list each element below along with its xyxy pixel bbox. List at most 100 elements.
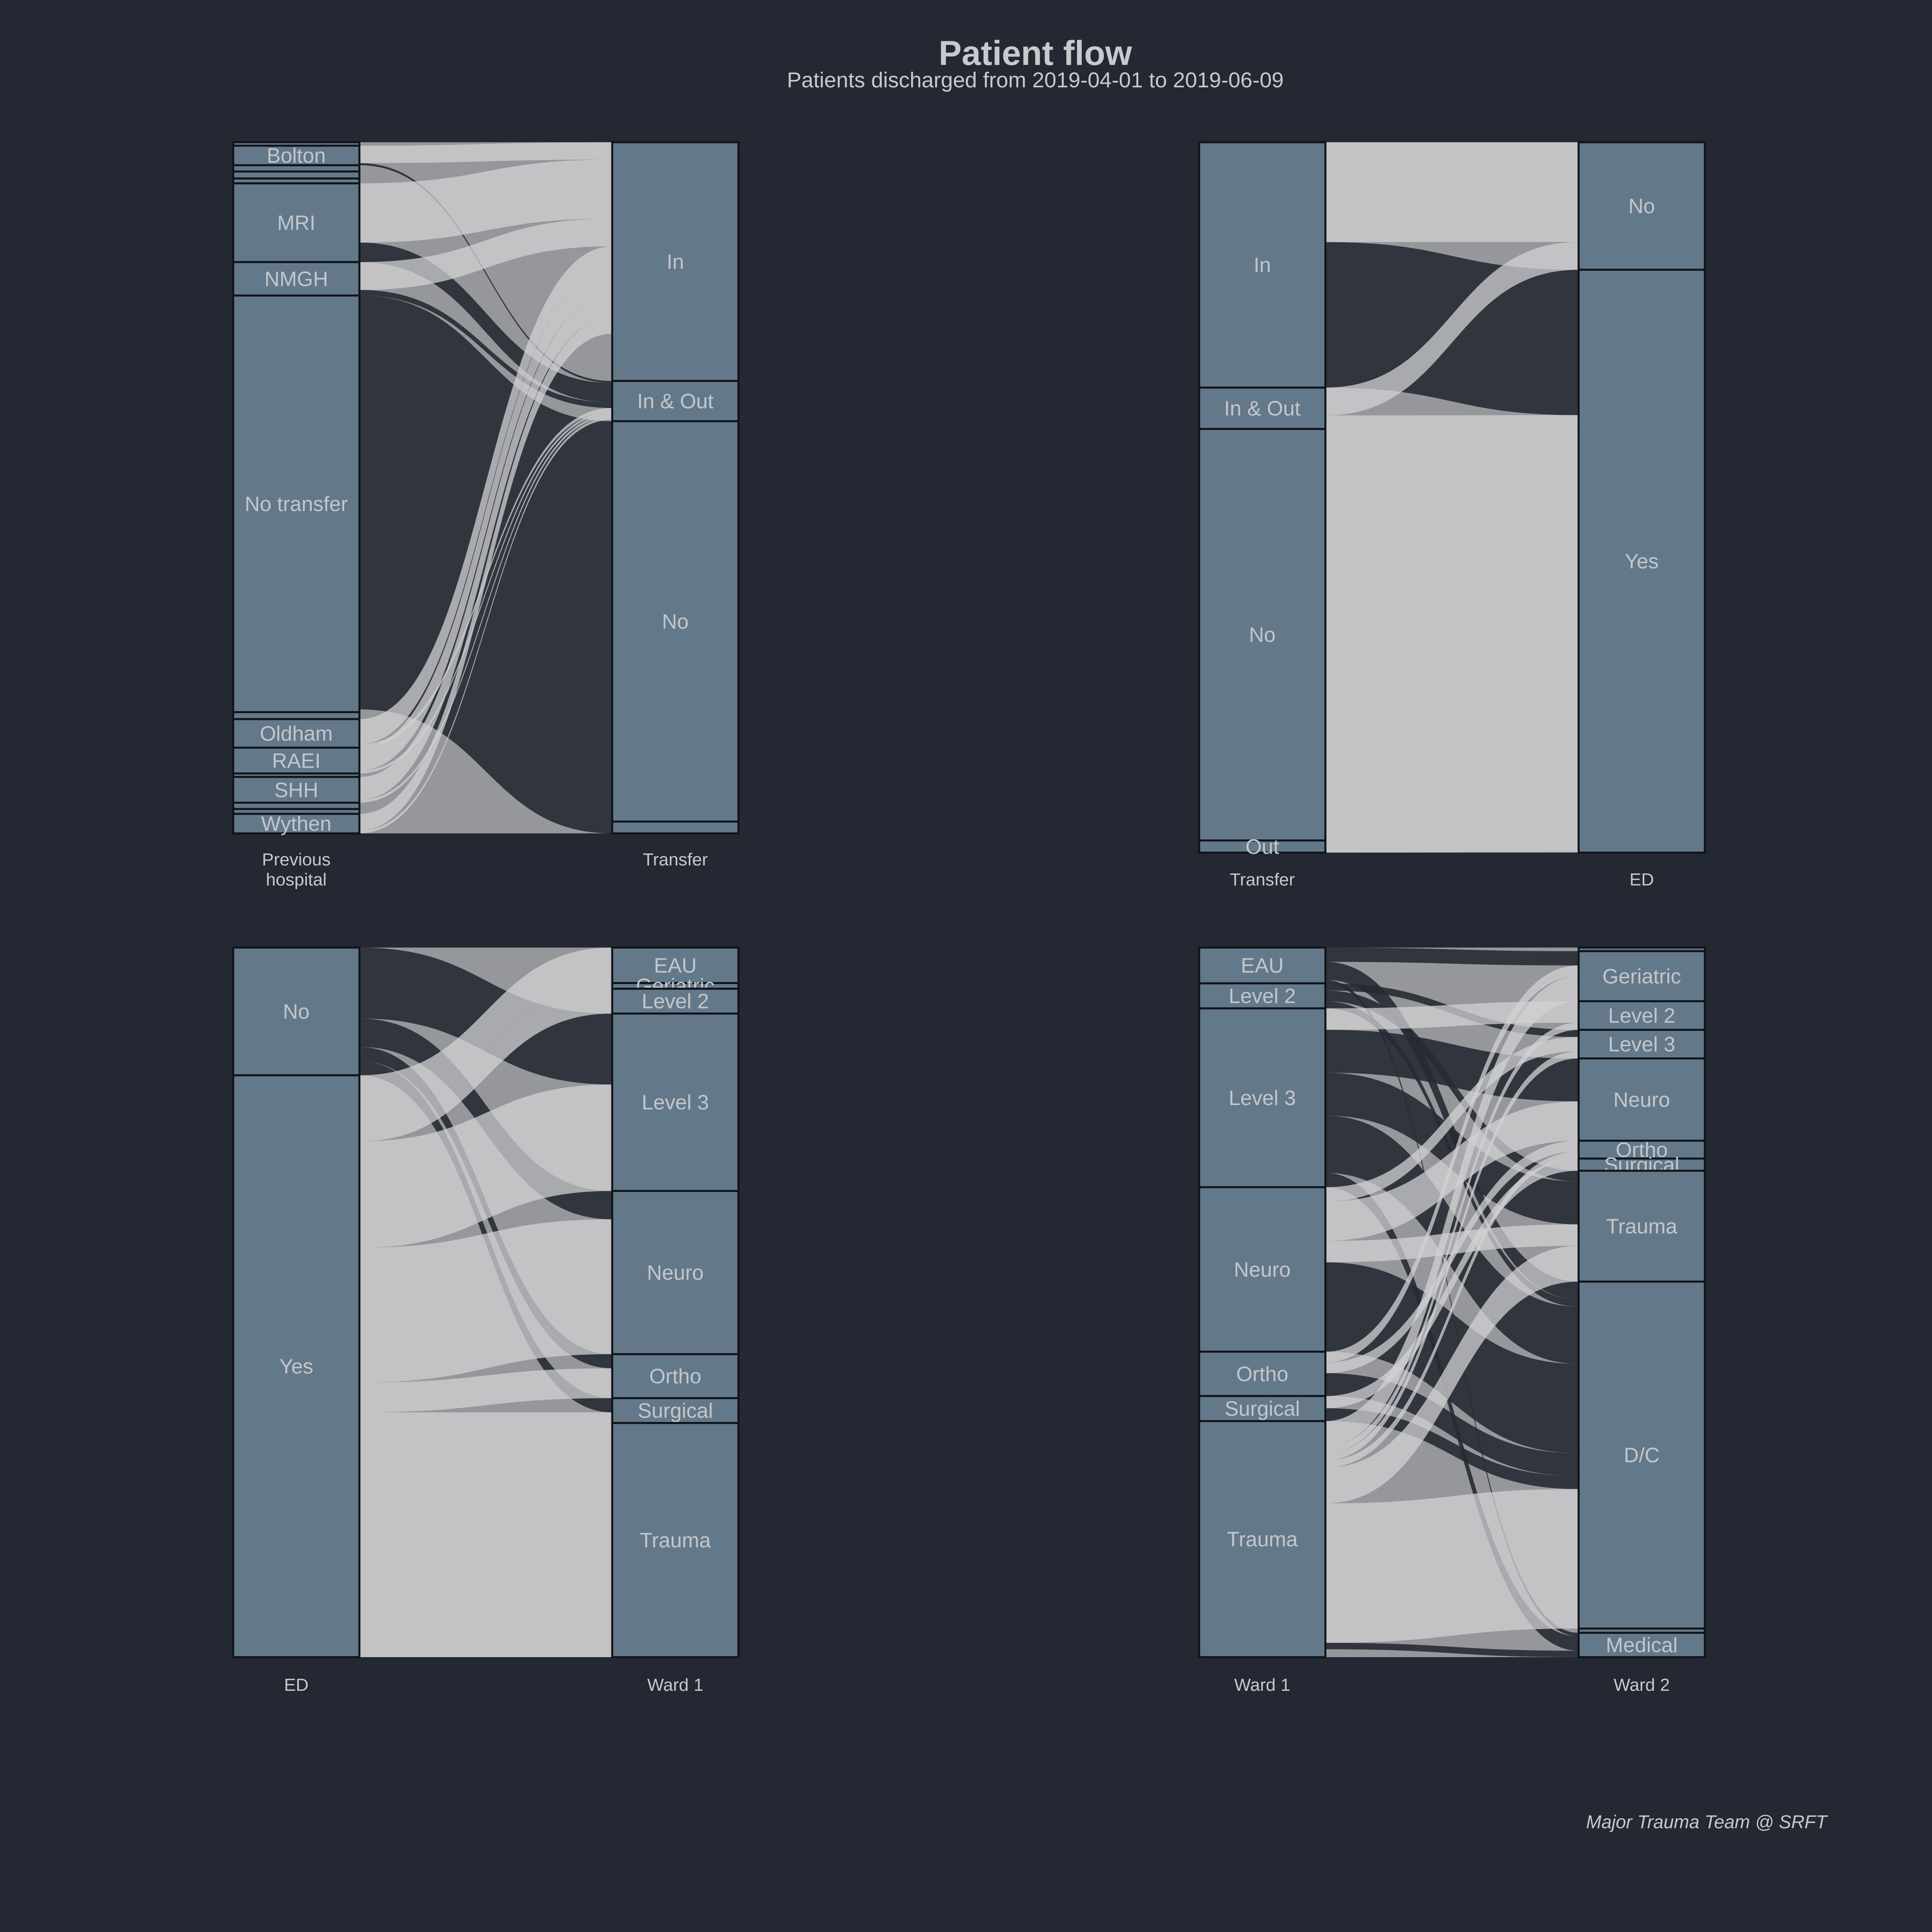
node-trauma: [611, 1422, 740, 1658]
node-label-raei: RAEI: [272, 749, 321, 772]
node-surgical: [1577, 1158, 1706, 1172]
node-unlabelled: [232, 711, 361, 720]
node-level-3: [611, 1012, 740, 1192]
left-nodes: In In & Out No Out: [1198, 141, 1327, 859]
node-label-trauma: Trauma: [1227, 1528, 1298, 1551]
flow-surgical-to-surgical: [1325, 1158, 1579, 1408]
node-label-neuro: Neuro: [1613, 1088, 1670, 1111]
flow-ortho-to-geriatric: [1325, 965, 1579, 1363]
node-label-surgical: Surgical: [638, 1400, 713, 1423]
node-in-out: [1198, 386, 1327, 430]
flow-trauma-to-d-c: [1325, 1489, 1579, 1643]
flow-trauma-to-geriatric: [1325, 976, 1579, 1446]
alluvial-panel-2: In In & Out No Out No Yes Transfer ED: [1198, 141, 1706, 889]
flow-raei-to-in: [359, 271, 612, 771]
flow-neuro-to-neuro: [1325, 1101, 1579, 1241]
node-label-in-out: In & Out: [637, 390, 714, 413]
node-no: [611, 420, 740, 823]
axis-label-transfer: Transfer: [643, 850, 708, 869]
flow-bolton-to-in: [359, 142, 612, 163]
left-nodes: No Yes: [232, 946, 361, 1658]
left-nodes: EAU Level 2 Level 3 Neuro Ortho Surgical Traum…: [1198, 946, 1327, 1658]
flow-shh-to-in: [359, 294, 612, 800]
node-label-d-c: D/C: [1624, 1444, 1660, 1467]
node-label-no: No: [1628, 195, 1655, 218]
flows: [1325, 948, 1579, 1657]
node-medical: [1577, 1632, 1706, 1658]
node-neuro: [1577, 1057, 1706, 1142]
node-label-level-3: Level 3: [642, 1091, 709, 1114]
flow-nmgh-to-in-out: [359, 290, 612, 408]
flow-in-out-to-no: [1325, 242, 1579, 415]
node-label-nmgh: NMGH: [264, 268, 328, 291]
node-level-2: [1198, 982, 1327, 1010]
node-wythen: [232, 813, 361, 835]
node-label-level-3: Level 3: [1608, 1033, 1676, 1056]
node-label-medical: Medical: [1606, 1634, 1678, 1657]
flow-level-3-to-medical: [1325, 1173, 1579, 1651]
flow-raei-to-in-out: [359, 411, 612, 774]
flow-bolton-to-in-out: [359, 163, 612, 383]
axis-label-previous: Previous: [262, 850, 331, 869]
node-label-yes: Yes: [1625, 550, 1659, 573]
left-nodes: Bolton MRI NMGH No transfer Oldham RAEI SHH Wyt…: [232, 141, 361, 836]
node-label-level-3: Level 3: [1229, 1087, 1296, 1110]
node-label-no: No: [662, 610, 688, 633]
node-neuro: [1198, 1186, 1327, 1353]
node-yes: [232, 1074, 361, 1658]
node-label-yes: Yes: [279, 1355, 313, 1378]
node-ortho: [1577, 1139, 1706, 1160]
node-no: [232, 946, 361, 1077]
flow-trauma-to-ortho: [1325, 1151, 1579, 1468]
axis-label-ed: ED: [284, 1675, 309, 1695]
node-trauma: [1198, 1420, 1327, 1658]
node-level-3: [1198, 1007, 1327, 1188]
node-label-in: In: [667, 250, 684, 274]
flow-shh-to-in-out: [359, 414, 612, 803]
chart-caption: Major Trauma Team @ SRFT: [1586, 1811, 1828, 1832]
axis-label-ward-2: Ward 2: [1613, 1675, 1670, 1695]
node-label-mri: MRI: [277, 212, 315, 235]
node-label-level-2: Level 2: [1608, 1004, 1676, 1028]
node-no: [1198, 428, 1327, 842]
node-unlabelled: [232, 170, 361, 179]
node-label-ortho: Ortho: [1236, 1363, 1288, 1386]
node-level-2: [1577, 1000, 1706, 1031]
node-oldham: [232, 718, 361, 749]
node-no-transfer: [232, 294, 361, 713]
node-raei: [232, 746, 361, 774]
node-label-surgical: Surgical: [1225, 1398, 1300, 1421]
flow-yes-to-ortho: [359, 1368, 612, 1413]
node-label-eau: EAU: [654, 954, 697, 977]
node-yes: [1577, 268, 1706, 854]
node-label-no: No: [1249, 623, 1275, 647]
flow-yes-to-level-3: [359, 1084, 612, 1248]
flow-no-to-yes: [1325, 428, 1579, 841]
node-label-ortho: Ortho: [649, 1365, 701, 1388]
node-surgical: [1198, 1395, 1327, 1422]
flows: [359, 948, 612, 1657]
node-label-level-2: Level 2: [642, 990, 709, 1013]
node-level-2: [611, 988, 740, 1015]
flow-mri-to-in: [359, 159, 612, 243]
flow-eau-to-geriatric: [1325, 948, 1579, 966]
node-label-shh: SHH: [274, 778, 319, 802]
axis-label-transfer: Transfer: [1230, 870, 1295, 889]
flow-neuro-to-level-3: [1325, 1037, 1579, 1202]
flow-trauma-to-level-2: [1325, 1022, 1579, 1454]
node-label-in: In: [1254, 254, 1271, 277]
node-label-no-transfer: No transfer: [245, 492, 348, 516]
node-out: [1198, 839, 1327, 854]
node-geriatric: [1577, 950, 1706, 1002]
flow-no-transfer-to-out: [359, 697, 612, 833]
node-label-no: No: [283, 1000, 309, 1023]
node-label-neuro: Neuro: [647, 1261, 704, 1285]
flow-level-3-to-neuro: [1325, 1030, 1579, 1101]
node-eau: [1198, 946, 1327, 984]
flow-mri-to-in-out: [359, 242, 612, 403]
axis-label-ward-1: Ward 1: [647, 1675, 703, 1695]
flow-yes-to-level-2: [359, 988, 612, 1141]
